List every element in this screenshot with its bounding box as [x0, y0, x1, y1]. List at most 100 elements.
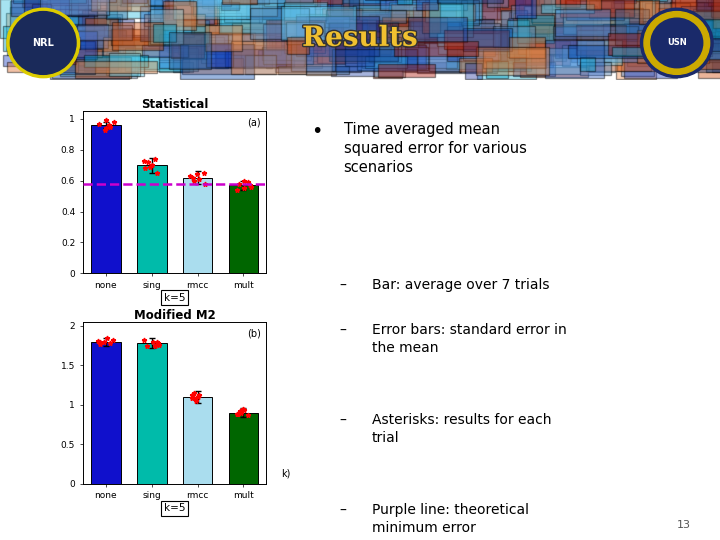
FancyBboxPatch shape — [711, 0, 720, 17]
FancyBboxPatch shape — [429, 33, 514, 71]
FancyBboxPatch shape — [521, 18, 601, 48]
FancyBboxPatch shape — [232, 23, 282, 55]
FancyBboxPatch shape — [167, 0, 249, 4]
FancyBboxPatch shape — [176, 0, 243, 3]
FancyBboxPatch shape — [445, 5, 521, 37]
FancyBboxPatch shape — [208, 0, 230, 10]
FancyBboxPatch shape — [397, 0, 413, 3]
FancyBboxPatch shape — [639, 0, 659, 24]
FancyBboxPatch shape — [3, 55, 61, 66]
FancyBboxPatch shape — [348, 0, 379, 17]
FancyBboxPatch shape — [585, 40, 670, 71]
FancyBboxPatch shape — [526, 40, 570, 64]
FancyBboxPatch shape — [229, 0, 313, 3]
FancyBboxPatch shape — [589, 54, 615, 72]
FancyBboxPatch shape — [24, 0, 97, 16]
FancyBboxPatch shape — [84, 56, 121, 71]
FancyBboxPatch shape — [47, 0, 78, 25]
FancyBboxPatch shape — [501, 50, 518, 60]
FancyBboxPatch shape — [438, 19, 510, 53]
FancyBboxPatch shape — [191, 2, 219, 34]
FancyBboxPatch shape — [93, 35, 176, 49]
FancyBboxPatch shape — [555, 27, 580, 58]
FancyBboxPatch shape — [150, 9, 183, 44]
FancyBboxPatch shape — [395, 0, 453, 23]
FancyBboxPatch shape — [204, 16, 232, 50]
FancyBboxPatch shape — [651, 4, 689, 28]
FancyBboxPatch shape — [35, 37, 81, 49]
FancyBboxPatch shape — [206, 43, 233, 66]
FancyBboxPatch shape — [680, 5, 720, 21]
FancyBboxPatch shape — [613, 0, 636, 3]
Text: Asterisks: results for each
trial: Asterisks: results for each trial — [372, 414, 552, 445]
FancyBboxPatch shape — [456, 0, 482, 20]
FancyBboxPatch shape — [465, 63, 482, 79]
FancyBboxPatch shape — [378, 64, 435, 77]
FancyBboxPatch shape — [346, 39, 374, 66]
FancyBboxPatch shape — [343, 16, 390, 41]
FancyBboxPatch shape — [291, 36, 335, 71]
FancyBboxPatch shape — [269, 26, 287, 46]
FancyBboxPatch shape — [192, 23, 275, 35]
FancyBboxPatch shape — [27, 25, 104, 48]
FancyBboxPatch shape — [33, 37, 76, 64]
FancyBboxPatch shape — [148, 0, 189, 5]
FancyBboxPatch shape — [624, 23, 670, 56]
FancyBboxPatch shape — [482, 49, 546, 68]
FancyBboxPatch shape — [612, 47, 647, 56]
FancyBboxPatch shape — [413, 6, 462, 43]
FancyBboxPatch shape — [276, 0, 328, 17]
FancyBboxPatch shape — [386, 26, 423, 44]
FancyBboxPatch shape — [71, 0, 133, 2]
FancyBboxPatch shape — [682, 59, 720, 69]
FancyBboxPatch shape — [519, 4, 555, 29]
FancyBboxPatch shape — [546, 31, 597, 51]
FancyBboxPatch shape — [400, 38, 426, 67]
FancyBboxPatch shape — [14, 25, 99, 45]
FancyBboxPatch shape — [333, 0, 363, 13]
FancyBboxPatch shape — [460, 16, 485, 50]
FancyBboxPatch shape — [258, 0, 315, 23]
FancyBboxPatch shape — [501, 10, 527, 47]
FancyBboxPatch shape — [463, 23, 500, 60]
FancyBboxPatch shape — [560, 0, 634, 17]
FancyBboxPatch shape — [306, 16, 349, 27]
FancyBboxPatch shape — [179, 32, 255, 55]
FancyBboxPatch shape — [402, 37, 461, 72]
FancyBboxPatch shape — [703, 15, 720, 43]
FancyBboxPatch shape — [376, 14, 437, 39]
FancyBboxPatch shape — [485, 54, 501, 62]
FancyBboxPatch shape — [343, 19, 376, 33]
FancyBboxPatch shape — [202, 0, 240, 8]
FancyBboxPatch shape — [564, 28, 595, 57]
FancyBboxPatch shape — [602, 33, 663, 53]
FancyBboxPatch shape — [654, 0, 720, 21]
FancyBboxPatch shape — [107, 39, 173, 69]
Bar — [183, 178, 212, 273]
FancyBboxPatch shape — [577, 40, 621, 65]
FancyBboxPatch shape — [516, 0, 536, 18]
FancyBboxPatch shape — [680, 3, 720, 25]
FancyBboxPatch shape — [215, 8, 271, 35]
FancyBboxPatch shape — [373, 56, 402, 78]
FancyBboxPatch shape — [707, 51, 720, 60]
FancyBboxPatch shape — [549, 25, 628, 55]
FancyBboxPatch shape — [425, 0, 500, 21]
FancyBboxPatch shape — [463, 29, 512, 51]
FancyBboxPatch shape — [306, 37, 336, 75]
FancyBboxPatch shape — [658, 20, 720, 51]
FancyBboxPatch shape — [284, 2, 327, 21]
FancyBboxPatch shape — [409, 0, 459, 30]
Text: k): k) — [281, 468, 290, 478]
FancyBboxPatch shape — [432, 24, 516, 33]
FancyBboxPatch shape — [487, 0, 508, 6]
FancyBboxPatch shape — [45, 15, 94, 31]
FancyBboxPatch shape — [82, 10, 106, 30]
FancyBboxPatch shape — [369, 37, 400, 62]
FancyBboxPatch shape — [182, 58, 243, 74]
FancyBboxPatch shape — [391, 4, 474, 21]
FancyBboxPatch shape — [205, 25, 243, 51]
FancyBboxPatch shape — [718, 32, 720, 51]
FancyBboxPatch shape — [202, 0, 269, 4]
FancyBboxPatch shape — [562, 12, 629, 35]
